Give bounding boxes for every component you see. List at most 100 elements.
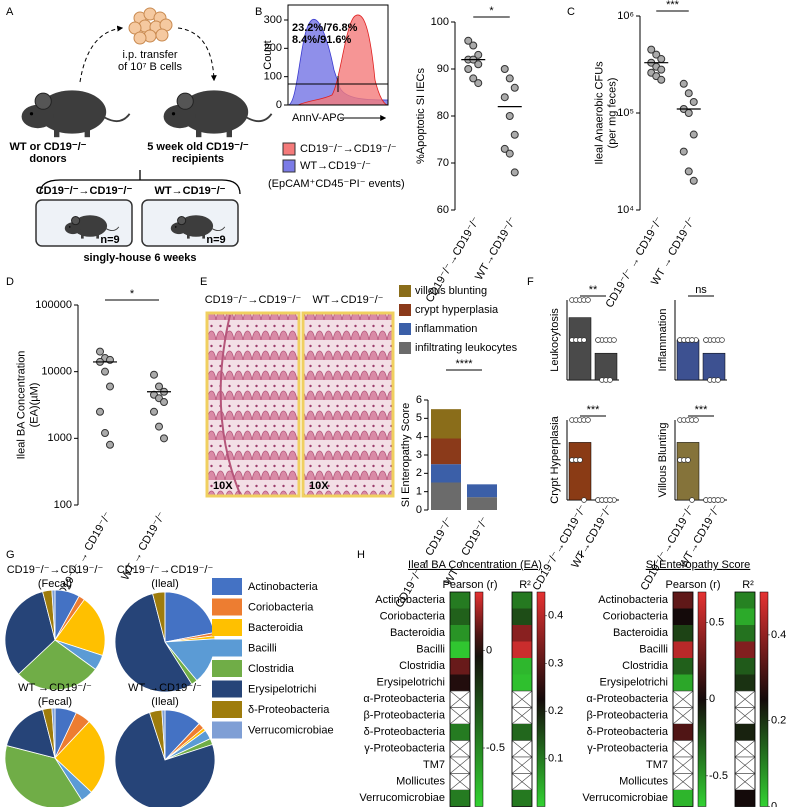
group-label: WT→CD19⁻/⁻ [155, 185, 226, 197]
row-label: Coriobacteria [380, 611, 446, 623]
b-cell [155, 28, 169, 42]
missing-cross [672, 740, 694, 758]
missing-cross [449, 740, 471, 758]
legend-swatch [212, 660, 242, 677]
data-point [106, 382, 114, 391]
data-point [703, 337, 709, 343]
mouse-body [179, 90, 249, 134]
row-label: Verrucomicrobiae [582, 792, 668, 804]
colorbar-tick-label: -0.5 [709, 770, 728, 782]
heatmap-cell [673, 790, 693, 807]
column-header: R² [519, 579, 531, 591]
row-label: Bacteroidia [390, 627, 446, 639]
data-point [693, 417, 699, 423]
colorbar [536, 591, 546, 807]
data-point [577, 457, 583, 463]
legend-label: Clostridia [248, 663, 295, 675]
y-tick-label: 90 [437, 63, 449, 75]
significance: ** [589, 284, 598, 296]
y-tick-label: 3 [416, 449, 422, 461]
bar-segment [431, 464, 461, 483]
row-label: Actinobacteria [375, 594, 446, 606]
colorbar-tick-label: 0.1 [548, 753, 563, 765]
heatmap-cell [512, 790, 532, 807]
mouse-leg [84, 130, 90, 138]
pie-slice [114, 593, 193, 693]
y-tick-label: 200 [264, 42, 282, 54]
colorbar-tick-label: 0.2 [771, 715, 786, 727]
bar-segment [431, 438, 461, 465]
bar [594, 352, 618, 381]
bar [568, 317, 592, 381]
legend-swatch [399, 304, 411, 316]
heatmap-cell [735, 592, 755, 609]
significance: * [489, 5, 494, 17]
heatmap-cell [512, 658, 532, 675]
pie-slice [161, 709, 166, 761]
legend-label: Erysipelotrichi [248, 683, 316, 695]
heatmap-cell [512, 641, 532, 658]
mouse-eye [68, 226, 71, 228]
mouse-leg [54, 130, 60, 138]
mouse-tail [211, 226, 226, 232]
panel-label: D [6, 276, 14, 288]
data-point [474, 50, 483, 59]
axis-label: (EA)(µM) [28, 383, 40, 428]
bar [568, 442, 592, 501]
heatmap-title: SI Enteropathy Score [646, 559, 751, 571]
mouse-head [163, 104, 196, 129]
y-tick-label: 2 [416, 467, 422, 479]
panel-label: C [567, 6, 575, 18]
mouse-tail [105, 226, 120, 232]
pie-title: CD19⁻/⁻→CD19⁻/⁻ [7, 564, 104, 576]
row-label: Erysipelotrichi [377, 677, 445, 689]
axis-label: Crypt Hyperplasia [549, 415, 561, 503]
mouse-head [21, 104, 54, 129]
legend-label: villous blunting [415, 285, 487, 297]
missing-cross [672, 707, 694, 725]
missing-cross [449, 773, 471, 791]
mouse-body [178, 215, 214, 237]
mouse-leg [81, 235, 84, 239]
legend-swatch [282, 142, 296, 156]
pie-slice [6, 709, 56, 759]
data-point [611, 337, 617, 343]
significance: ns [695, 284, 707, 296]
bar [702, 352, 726, 381]
data-point [679, 79, 688, 88]
heatmap-cell [735, 658, 755, 675]
data-point [464, 36, 473, 45]
colorbar [474, 591, 484, 807]
data-point [160, 434, 168, 443]
heatmap-cell [735, 790, 755, 807]
heatmap-cell [735, 724, 755, 741]
data-point [647, 45, 656, 54]
annotation: donors [29, 153, 66, 165]
y-tick-label: 4 [416, 431, 422, 443]
pie-title: WT →CD19⁻/⁻ [18, 682, 92, 694]
data-point [689, 337, 695, 343]
heatmap-cell [512, 608, 532, 625]
data-point [469, 41, 478, 50]
row-label: Coriobacteria [603, 611, 669, 623]
missing-cross [734, 690, 756, 708]
heatmap-cell [673, 641, 693, 658]
mouse-eye [171, 112, 176, 116]
legend-swatch [399, 285, 411, 297]
mouse-ear [34, 92, 52, 110]
legend-swatch [212, 701, 242, 718]
mouse-eye [174, 226, 177, 228]
y-tick-label: 100 [54, 499, 72, 511]
pie-slice [54, 720, 106, 793]
legend-swatch [212, 578, 242, 595]
missing-cross [672, 690, 694, 708]
data-point [657, 55, 666, 64]
axis-label: Villous Blunting [657, 422, 669, 497]
heatmap-cell [450, 641, 470, 658]
annotation: WT or CD19⁻/⁻ [9, 141, 86, 153]
missing-cross [511, 773, 533, 791]
pie-slice [17, 639, 97, 691]
bar [676, 442, 700, 501]
data-point [684, 89, 693, 98]
